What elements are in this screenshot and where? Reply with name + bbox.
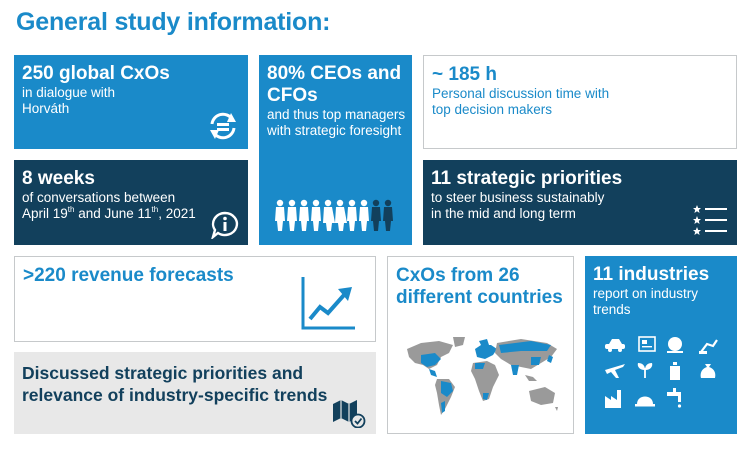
tile-subtext: in the mid and long term [431,206,576,221]
bottle-icon [670,362,680,380]
tile-global-cxos: 250 global CxOs in dialogue with Horváth [14,55,248,149]
info-bubble-icon [211,211,239,239]
map-check-icon [333,400,366,428]
tile-headline: CFOs [267,85,318,106]
tile-countries: CxOs from 26 different countries [387,256,574,434]
tile-discussed-priorities: Discussed strategic priorities and relev… [14,352,376,434]
tile-headline: 80% CEOs and [267,63,402,84]
tile-revenue-forecasts: >220 revenue forecasts [14,256,376,342]
tile-subtext: to steer business sustainably [431,190,605,205]
tile-headline: 11 industries [593,264,710,285]
world-map-icon [407,337,558,415]
tile-headline: 250 global CxOs [22,63,170,84]
tile-subtext: in dialogue with [22,85,116,100]
tile-eight-weeks: 8 weeks of conversations between April 1… [14,160,248,245]
tile-headline: 8 weeks [22,168,95,189]
tile-subtext: and thus top managers [267,107,406,122]
tile-headline: CxOs from 26 [396,265,520,286]
star-list-icon [693,205,727,235]
plant-icon [637,363,653,378]
tile-subtext: with strategic foresight [267,123,402,138]
tile-strategic-priorities: 11 strategic priorities to steer busines… [423,160,737,245]
tile-subtext: report on industry [593,286,699,301]
tile-headline: relevance of industry-specific trends [22,385,328,405]
refresh-cycle-icon [210,112,236,140]
tile-subtext: Horváth [22,101,70,116]
tile-subtext: of conversations between [22,190,176,205]
tile-discussion-time: ~ 185 h Personal discussion time with to… [423,55,737,149]
tile-date-range: April 19th and June 11th, 2021 [22,204,196,221]
helmet-icon [635,396,655,407]
trend-up-chart-icon [301,277,355,330]
industry-icons-grid [605,336,718,408]
page-title: General study information: [16,8,331,36]
factory-icon [605,390,621,408]
water-tap-icon [667,388,682,408]
tile-headline: ~ 185 h [432,64,497,85]
tile-subtext: Personal discussion time with [432,86,610,101]
tile-headline: >220 revenue forecasts [23,265,234,286]
tile-industries: 11 industries report on industry trends [585,256,737,434]
money-bag-icon [700,364,716,378]
people-row-icon [275,199,393,231]
coins-icon [667,337,683,353]
document-icon [638,336,656,352]
tile-subtext: trends [593,302,631,317]
tile-ceos-cfos: 80% CEOs and CFOs and thus top managers … [259,55,412,245]
robot-arm-icon [699,339,718,354]
tile-headline: different countries [396,287,563,308]
tile-headline: 11 strategic priorities [431,168,623,189]
tile-subtext: top decision makers [432,102,553,117]
plane-icon [605,364,625,378]
tile-headline: Discussed strategic priorities and [22,363,304,383]
car-icon [605,339,625,352]
